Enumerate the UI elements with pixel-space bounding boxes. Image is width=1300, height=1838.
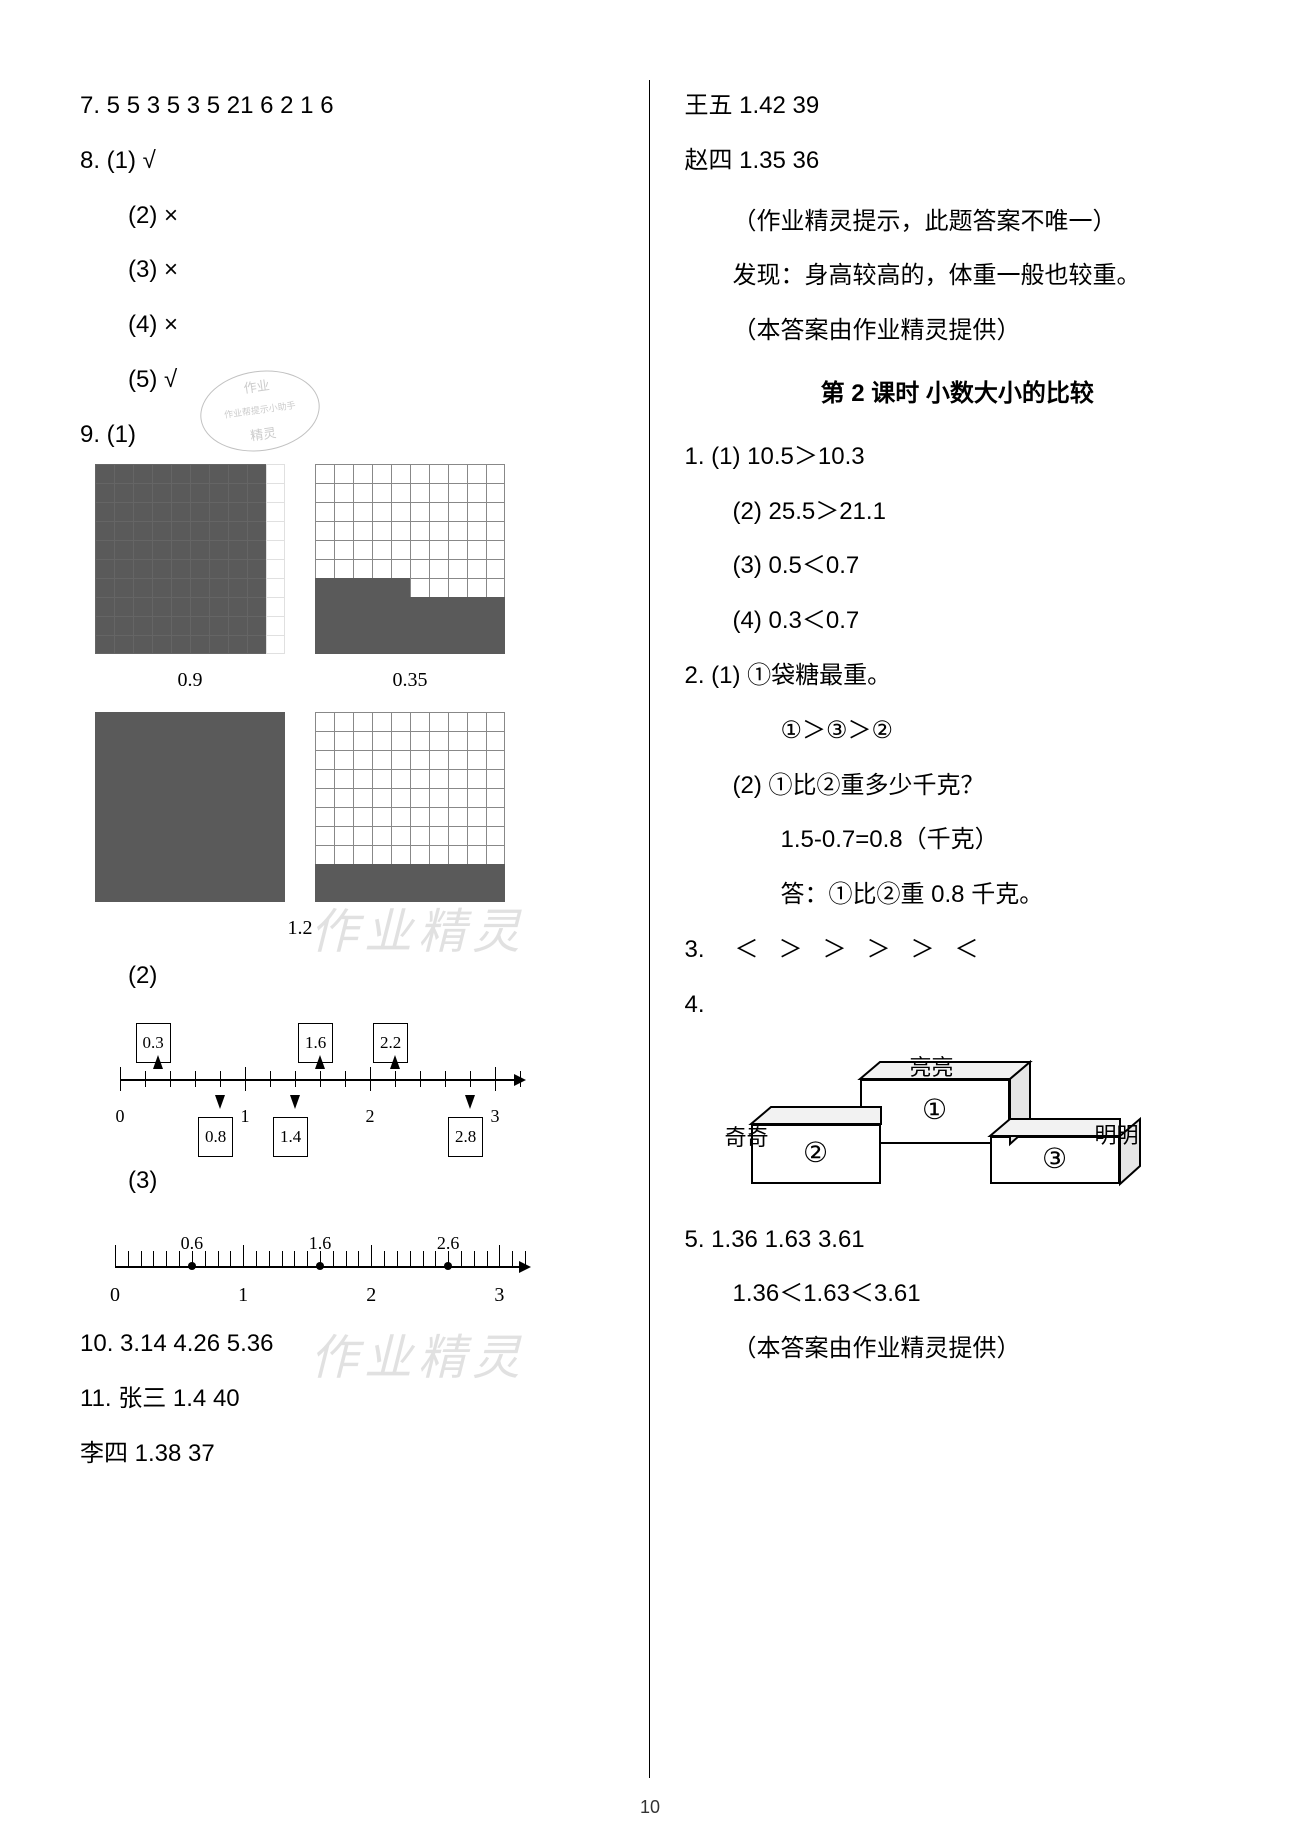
q7: 7. 5 5 3 5 3 5 21 6 2 1 6	[80, 80, 626, 133]
s5b: 1.36＜1.63＜3.61	[685, 1268, 1231, 1321]
r1: 王五 1.42 39	[685, 80, 1231, 133]
r2: 赵四 1.35 36	[685, 135, 1231, 188]
caption-0.9: 0.9	[178, 658, 203, 702]
page-number: 10	[0, 1797, 1300, 1818]
r5: （本答案由作业精灵提供）	[685, 305, 1231, 358]
comparison-symbol: ＜	[725, 924, 769, 977]
s2-2: (2) ①比②重多少千克？	[685, 760, 1231, 813]
comparison-symbol: ＞	[769, 924, 813, 977]
podium-2-label: 奇奇	[725, 1114, 769, 1162]
numberline-2: 01230.61.62.6	[90, 1218, 550, 1308]
right-column: 王五 1.42 39 赵四 1.35 36 （作业精灵提示，此题答案不唯一） 发…	[655, 80, 1231, 1778]
podium: ① ② ③ 亮亮 奇奇 明明	[715, 1034, 1145, 1204]
q9-3-head: (3)	[80, 1155, 626, 1208]
comparison-symbol: ＜	[945, 924, 989, 977]
grid-cell-0.35: 0.35	[310, 464, 510, 702]
podium-1-label: 亮亮	[910, 1044, 954, 1092]
s2-1b: ①＞③＞②	[685, 705, 1231, 758]
s1-4: (4) 0.3＜0.7	[685, 595, 1231, 648]
caption-1.2: 1.2	[90, 906, 510, 950]
q11b: 李四 1.38 37	[80, 1428, 626, 1481]
s2-2c: 答：①比②重 0.8 千克。	[685, 869, 1231, 922]
r4: 发现：身高较高的，体重一般也较重。	[685, 250, 1231, 303]
q9-grid-figures: 0.9 0.35	[90, 464, 510, 902]
left-column: 7. 5 5 3 5 3 5 21 6 2 1 6 8. (1) √ (2) ×…	[80, 80, 644, 1778]
s5a: 5. 1.36 1.63 3.61	[685, 1214, 1231, 1267]
q8-2: (2) ×	[80, 190, 626, 243]
s2-1: 2. (1) ①袋糖最重。	[685, 650, 1231, 703]
podium-2-box: ②	[751, 1124, 881, 1184]
grid-cell-0.2	[310, 712, 510, 902]
comparison-symbol: ＞	[857, 924, 901, 977]
s1-1: 1. (1) 10.5＞10.3	[685, 431, 1231, 484]
section-title: 第 2 课时 小数大小的比较	[685, 368, 1231, 421]
s2-2b: 1.5-0.7=0.8（千克）	[685, 814, 1231, 867]
grid-cell-full	[90, 712, 290, 902]
column-divider	[649, 80, 650, 1778]
q10: 10. 3.14 4.26 5.36	[80, 1318, 626, 1371]
numberline-1: 01230.31.62.20.81.42.8	[90, 1017, 550, 1147]
q9-2-head: (2)	[80, 950, 626, 1003]
page: 7. 5 5 3 5 3 5 21 6 2 1 6 8. (1) √ (2) ×…	[0, 0, 1300, 1838]
s3: 3. ＜＞＞＞＞＜	[685, 924, 1231, 977]
s3-head: 3.	[685, 936, 705, 963]
s4-head: 4.	[685, 979, 1231, 1032]
podium-3-label: 明明	[1095, 1112, 1139, 1160]
podium-2-num: ②	[803, 1123, 828, 1185]
q8-4: (4) ×	[80, 299, 626, 352]
q8-5: (5) √	[80, 354, 626, 407]
comparison-symbol: ＞	[813, 924, 857, 977]
podium-3-num: ③	[1042, 1129, 1067, 1191]
q8-1: 8. (1) √	[80, 135, 626, 188]
comparison-symbol: ＞	[901, 924, 945, 977]
q9-1-head: 9. (1)	[80, 409, 626, 462]
grid-cell-0.9: 0.9	[90, 464, 290, 702]
s1-2: (2) 25.5＞21.1	[685, 486, 1231, 539]
caption-0.35: 0.35	[393, 658, 428, 702]
s1-3: (3) 0.5＜0.7	[685, 540, 1231, 593]
r-end: （本答案由作业精灵提供）	[685, 1323, 1231, 1376]
r3: （作业精灵提示，此题答案不唯一）	[685, 196, 1231, 249]
q11: 11. 张三 1.4 40	[80, 1373, 626, 1426]
q8-3: (3) ×	[80, 244, 626, 297]
